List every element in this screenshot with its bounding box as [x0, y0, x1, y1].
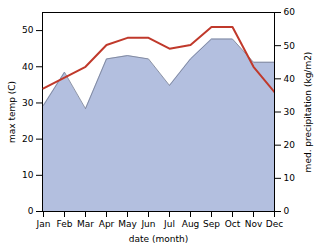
svg-text:40: 40	[22, 62, 34, 72]
svg-text:60: 60	[284, 7, 296, 17]
svg-text:40: 40	[284, 74, 296, 84]
svg-text:max temp (C): max temp (C)	[7, 81, 17, 143]
svg-text:Jan: Jan	[36, 219, 51, 229]
svg-text:Jun: Jun	[140, 219, 155, 229]
svg-text:10: 10	[284, 173, 296, 183]
svg-text:med. precipitation (kg/m2): med. precipitation (kg/m2)	[303, 52, 313, 173]
svg-text:50: 50	[22, 25, 34, 35]
svg-text:Sep: Sep	[203, 219, 220, 229]
svg-text:0: 0	[284, 206, 290, 216]
svg-text:20: 20	[284, 140, 296, 150]
svg-text:Oct: Oct	[225, 219, 241, 229]
svg-text:Jul: Jul	[163, 219, 175, 229]
svg-text:Apr: Apr	[99, 219, 115, 229]
svg-text:30: 30	[22, 98, 34, 108]
svg-text:0: 0	[28, 206, 34, 216]
svg-text:Aug: Aug	[182, 219, 200, 229]
svg-text:30: 30	[284, 107, 296, 117]
svg-text:date (month): date (month)	[129, 234, 188, 244]
svg-text:Dec: Dec	[266, 219, 283, 229]
svg-text:Feb: Feb	[57, 219, 73, 229]
svg-text:May: May	[118, 219, 137, 229]
svg-text:Mar: Mar	[77, 219, 94, 229]
svg-text:50: 50	[284, 41, 296, 51]
svg-text:10: 10	[22, 170, 34, 180]
svg-text:20: 20	[22, 134, 34, 144]
svg-text:Nov: Nov	[245, 219, 263, 229]
